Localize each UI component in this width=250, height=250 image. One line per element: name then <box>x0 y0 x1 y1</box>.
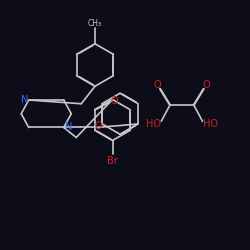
Text: HO: HO <box>146 119 161 129</box>
Text: N: N <box>20 95 28 105</box>
Text: CH₃: CH₃ <box>88 18 102 28</box>
Text: Br: Br <box>107 156 118 166</box>
Text: HO: HO <box>203 119 218 129</box>
Text: O: O <box>94 121 102 131</box>
Text: O: O <box>110 96 118 106</box>
Text: O: O <box>202 80 210 90</box>
Text: O: O <box>154 80 161 90</box>
Text: N: N <box>64 122 72 132</box>
